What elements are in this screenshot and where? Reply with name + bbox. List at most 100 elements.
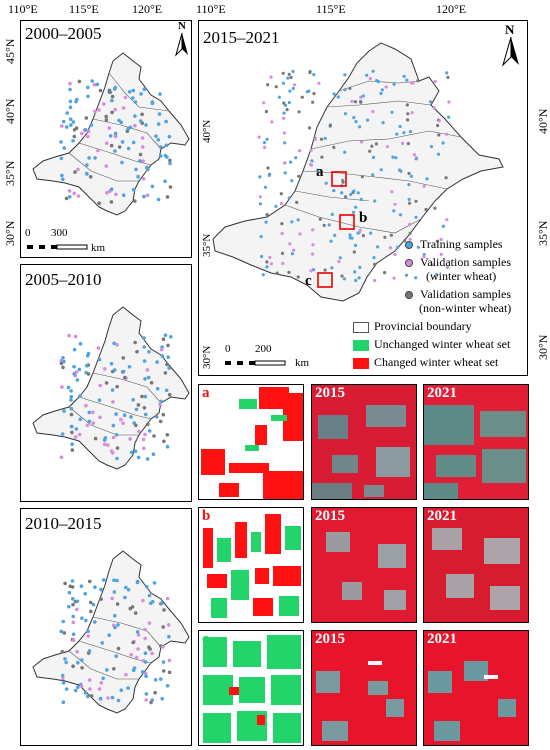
sample-point (280, 222, 284, 226)
sample-point (436, 152, 441, 156)
sample-point (165, 596, 170, 601)
sample-point (85, 163, 89, 167)
sample-point (310, 252, 315, 256)
sample-point (165, 433, 170, 437)
sample-point (292, 248, 296, 252)
sample-point (274, 204, 278, 208)
sample-point (143, 660, 148, 664)
sample-point (343, 88, 347, 92)
sample-point (83, 128, 88, 132)
sample-point (369, 231, 373, 235)
legend-val-nw-sub: (non-winter wheat) (419, 301, 512, 315)
scale-dist: 200 (255, 343, 272, 355)
sample-point (80, 131, 84, 136)
sample-point (161, 660, 166, 664)
sample-point (289, 75, 293, 80)
sample-point (441, 224, 445, 228)
sample-point (62, 409, 66, 413)
sample-point (88, 600, 93, 605)
north-label: N (178, 20, 186, 32)
sample-point (307, 89, 311, 93)
sample-point (63, 657, 67, 661)
sample-point (59, 629, 64, 634)
sample-point (89, 123, 94, 127)
sample-point (112, 667, 116, 671)
map-letter-b: b (359, 210, 368, 226)
sample-point (298, 232, 302, 236)
sample-point (371, 69, 375, 73)
sample-point (296, 218, 300, 222)
sample-point (111, 435, 116, 440)
sample-point (71, 597, 75, 601)
sample-point (112, 368, 117, 372)
lat-tick-40-main-left: 40°N (201, 119, 213, 143)
sample-point (441, 141, 445, 145)
sample-point (316, 168, 320, 172)
sample-point (60, 385, 64, 389)
sample-point (149, 381, 154, 385)
sample-point (87, 156, 91, 160)
sample-point (115, 384, 119, 389)
sample-point (150, 184, 155, 189)
sample-point (396, 245, 400, 249)
sample-point (145, 368, 150, 372)
sample-point (75, 649, 79, 654)
sample-point (76, 194, 81, 198)
sample-point (132, 666, 137, 670)
lon-tick-110-main: 110°E (196, 2, 226, 16)
sample-point (110, 98, 114, 103)
sample-point (86, 94, 90, 99)
scale-bar (225, 360, 286, 366)
sample-point (408, 231, 412, 235)
sample-point (416, 79, 420, 83)
sample-point (86, 129, 91, 134)
sample-point (380, 88, 384, 92)
sample-point (348, 86, 352, 90)
sample-point (110, 110, 114, 115)
sample-point (277, 95, 281, 99)
sample-point (97, 201, 101, 205)
sample-point (437, 133, 441, 137)
sample-point (70, 448, 75, 452)
sample-point (69, 123, 73, 127)
sample-point (275, 271, 279, 275)
sample-point (142, 336, 146, 340)
sample-point (83, 592, 87, 596)
sample-point (151, 599, 155, 604)
panel-2010-2015: 2010–2015 (20, 508, 192, 746)
legend-changed: Changed winter wheat set (353, 355, 498, 369)
sample-point (262, 141, 267, 145)
sample-point (80, 666, 84, 670)
sample-point (161, 645, 165, 649)
sample-point (134, 407, 139, 412)
sample-point (358, 265, 362, 269)
sample-point (61, 177, 65, 182)
sample-point (136, 633, 141, 637)
sample-point (264, 109, 268, 114)
inset-year: 2015 (315, 631, 345, 647)
sample-point (117, 145, 122, 149)
inset-year: 2021 (427, 508, 457, 524)
sample-point (262, 101, 266, 105)
map-legend: Training samples Validation samples (win… (349, 235, 527, 375)
sample-point (394, 156, 398, 160)
sample-point (413, 153, 417, 157)
sample-point (432, 106, 436, 110)
sample-point (150, 651, 154, 656)
sample-point (168, 161, 172, 166)
sample-point (160, 696, 164, 701)
sample-point (121, 369, 126, 374)
lon-tick-115-left: 115°E (69, 2, 99, 16)
sample-point (135, 630, 140, 634)
sample-point (101, 578, 106, 582)
sample-point (154, 415, 159, 419)
boundary-swatch-icon (353, 321, 369, 333)
sample-point (71, 638, 76, 642)
sample-point (163, 371, 168, 375)
sample-point (98, 415, 102, 420)
sample-point (110, 596, 114, 601)
sample-point (105, 191, 109, 195)
sample-point (64, 687, 69, 691)
sample-point (98, 88, 103, 93)
sample-point (119, 417, 123, 422)
